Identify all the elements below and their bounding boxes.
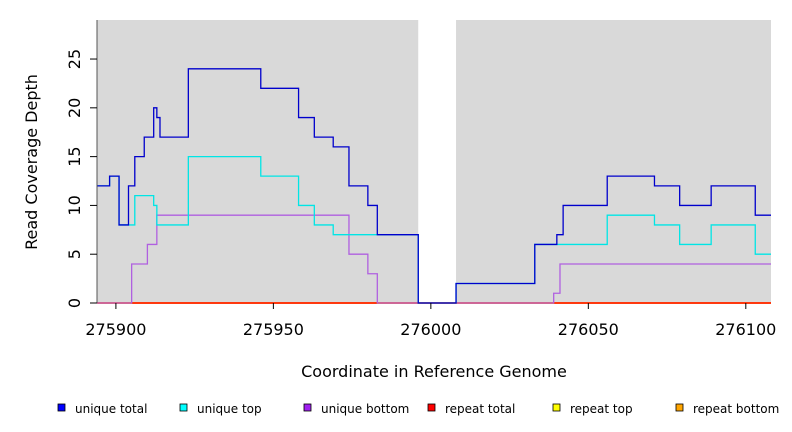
x-tick-label: 276100 xyxy=(715,320,776,339)
unsequenced-gap xyxy=(418,20,457,303)
legend-item-unique-total: unique total xyxy=(57,402,147,416)
x-tick-label: 275950 xyxy=(243,320,304,339)
y-tick-label: 5 xyxy=(65,249,84,259)
legend-label: repeat top xyxy=(570,402,633,416)
legend-label: repeat bottom xyxy=(693,402,779,416)
y-tick-label: 10 xyxy=(65,195,84,215)
legend-label: repeat total xyxy=(445,402,515,416)
legend-item-repeat-total: repeat total xyxy=(427,402,515,416)
legend-swatch xyxy=(552,403,561,412)
y-tick-label: 0 xyxy=(65,298,84,308)
legend-label: unique bottom xyxy=(321,402,409,416)
legend-swatch xyxy=(303,403,312,412)
legend-item-unique-bottom: unique bottom xyxy=(303,402,409,416)
x-axis-label: Coordinate in Reference Genome xyxy=(301,362,567,381)
x-tick-label: 275900 xyxy=(85,320,146,339)
legend-swatch xyxy=(57,403,66,412)
y-tick-label: 20 xyxy=(65,98,84,118)
legend-swatch xyxy=(427,403,436,412)
y-axis-label: Read Coverage Depth xyxy=(22,74,41,250)
legend-label: unique top xyxy=(197,402,262,416)
x-tick-label: 276050 xyxy=(558,320,619,339)
legend-item-unique-top: unique top xyxy=(179,402,262,416)
legend-label: unique total xyxy=(75,402,147,416)
series-line-unique-top xyxy=(97,155,771,304)
legend-item-repeat-top: repeat top xyxy=(552,402,633,416)
legend-swatch xyxy=(179,403,188,412)
series-line-unique-bottom xyxy=(97,214,771,304)
y-tick-label: 25 xyxy=(65,49,84,69)
legend-swatch xyxy=(675,403,684,412)
series-line-unique-total xyxy=(97,68,771,304)
legend-item-repeat-bottom: repeat bottom xyxy=(675,402,779,416)
y-tick-label: 15 xyxy=(65,146,84,166)
x-tick-label: 276000 xyxy=(400,320,461,339)
